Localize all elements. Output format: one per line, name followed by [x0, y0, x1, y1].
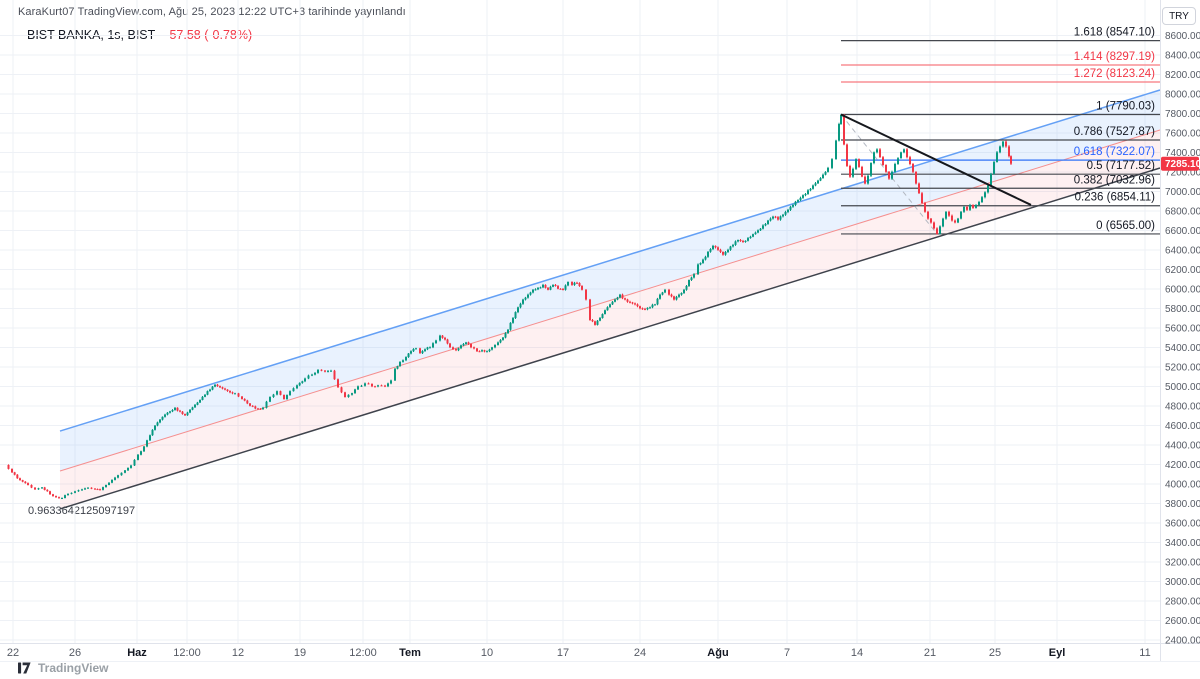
time-tick-label: Eyl — [1049, 647, 1066, 659]
fib-level-0.618[interactable]: 0.618 (7322.07) — [841, 146, 1160, 161]
time-tick-label: 24 — [634, 647, 646, 659]
time-tick-label: 12 — [232, 647, 244, 659]
time-tick-label: 7 — [784, 647, 790, 659]
price-tick-label: 4800.00 — [1165, 402, 1200, 413]
time-tick-label: 12:00 — [349, 647, 377, 659]
time-tick-label: 11 — [1139, 647, 1150, 659]
fib-level-label: 0.5 (7177.52) — [1087, 160, 1156, 172]
fib-ratio-stray-label: 0.9633642125097197 — [28, 505, 136, 517]
price-tick-label: 4600.00 — [1165, 421, 1200, 432]
price-tick-label: 3600.00 — [1165, 519, 1200, 530]
price-tick-label: 3000.00 — [1165, 577, 1200, 588]
time-tick-label: Haz — [127, 647, 147, 659]
price-tick-label: 3400.00 — [1165, 538, 1200, 549]
price-tick-label: 8400.00 — [1165, 51, 1200, 62]
last-price-label: 7285.10 — [1165, 159, 1200, 170]
price-tick-label: 7600.00 — [1165, 129, 1200, 140]
currency-toggle-button[interactable]: TRY — [1162, 7, 1196, 25]
price-tick-label: 7400.00 — [1165, 148, 1200, 159]
price-tick-label: 8200.00 — [1165, 70, 1200, 81]
last-price-badge: 7285.10 — [1161, 156, 1200, 171]
tradingview-attribution[interactable]: TradingView — [18, 661, 108, 675]
time-tick-label: 17 — [557, 647, 569, 659]
fib-level-label: 0.382 (7032.96) — [1074, 174, 1155, 186]
fib-level-label: 1.272 (8123.24) — [1074, 68, 1155, 80]
price-tick-label: 5400.00 — [1165, 343, 1200, 354]
price-tick-label: 4400.00 — [1165, 441, 1200, 452]
channel-upper-line — [59, 89, 1161, 432]
fib-level-1[interactable]: 1 (7790.03) — [841, 100, 1160, 116]
channel-mid-line — [59, 129, 1161, 472]
time-tick-label: 12:00 — [173, 647, 201, 659]
fib-level-1.272[interactable]: 1.272 (8123.24) — [841, 68, 1160, 83]
time-tick-label: 25 — [989, 647, 1001, 659]
fib-level-0.5[interactable]: 0.5 (7177.52) — [841, 160, 1160, 175]
fib-level-label: 1 (7790.03) — [1096, 100, 1155, 112]
price-tick-label: 8000.00 — [1165, 90, 1200, 101]
time-tick-label: Tem — [399, 647, 421, 659]
price-tick-label: 6000.00 — [1165, 285, 1200, 296]
time-tick-label: 22 — [7, 647, 19, 659]
price-tick-label: 5000.00 — [1165, 382, 1200, 393]
price-tick-label: 7200.00 — [1165, 168, 1200, 179]
time-tick-label: 21 — [924, 647, 936, 659]
publish-info-bar: KaraKurt07 TradingView.com, Ağu 25, 2023… — [18, 6, 406, 18]
trendline-drawing[interactable] — [840, 113, 1032, 206]
tradingview-brand-text: TradingView — [38, 661, 109, 675]
price-tick-label: 5600.00 — [1165, 324, 1200, 335]
fib-level-label: 0 (6565.00) — [1096, 220, 1155, 232]
fib-level-label: 1.414 (8297.19) — [1074, 51, 1155, 63]
price-tick-label: 3200.00 — [1165, 558, 1200, 569]
tradingview-logo-icon — [18, 662, 31, 674]
price-tick-label: 4200.00 — [1165, 460, 1200, 471]
price-tick-label: 8600.00 — [1165, 31, 1200, 42]
time-tick-label: Ağu — [707, 647, 728, 659]
price-tick-label: 6400.00 — [1165, 246, 1200, 257]
price-tick-label: 2800.00 — [1165, 597, 1200, 608]
price-tick-label: 5200.00 — [1165, 363, 1200, 374]
fib-level-0.382[interactable]: 0.382 (7032.96) — [841, 174, 1160, 189]
fib-level-0[interactable]: 0 (6565.00) — [841, 220, 1160, 235]
time-tick-label: 19 — [294, 647, 306, 659]
price-tick-label: 2600.00 — [1165, 616, 1200, 627]
price-tick-label: 4000.00 — [1165, 480, 1200, 491]
fib-level-1.414[interactable]: 1.414 (8297.19) — [841, 51, 1160, 66]
fib-level-1.618[interactable]: 1.618 (8547.10) — [841, 27, 1160, 42]
price-tick-label: 2400.00 — [1165, 636, 1200, 647]
time-tick-label: 26 — [69, 647, 81, 659]
price-tick-label: 6200.00 — [1165, 265, 1200, 276]
price-tick-label: 6800.00 — [1165, 207, 1200, 218]
fib-level-0.236[interactable]: 0.236 (6854.11) — [841, 192, 1160, 207]
price-tick-label: 3800.00 — [1165, 499, 1200, 510]
time-tick-label: 10 — [481, 647, 493, 659]
price-tick-label: 5800.00 — [1165, 304, 1200, 315]
channel-lower-line — [59, 167, 1161, 510]
fib-level-label: 0.236 (6854.11) — [1075, 192, 1156, 204]
fib-retracement-drawing[interactable]: 1.618 (8547.10) 1.414 (8297.19) 1.272 (812… — [840, 27, 1160, 235]
price-tick-label: 7000.00 — [1165, 187, 1200, 198]
fib-level-label: 1.618 (8547.10) — [1074, 27, 1155, 39]
price-axis[interactable] — [1160, 0, 1200, 679]
price-tick-label: 6600.00 — [1165, 226, 1200, 237]
fib-level-label: 0.618 (7322.07) — [1074, 146, 1155, 158]
price-tick-label: 7800.00 — [1165, 109, 1200, 120]
time-tick-label: 14 — [851, 647, 863, 659]
fib-level-label: 0.786 (7527.87) — [1074, 126, 1155, 138]
candlestick-series — [7, 114, 1012, 500]
